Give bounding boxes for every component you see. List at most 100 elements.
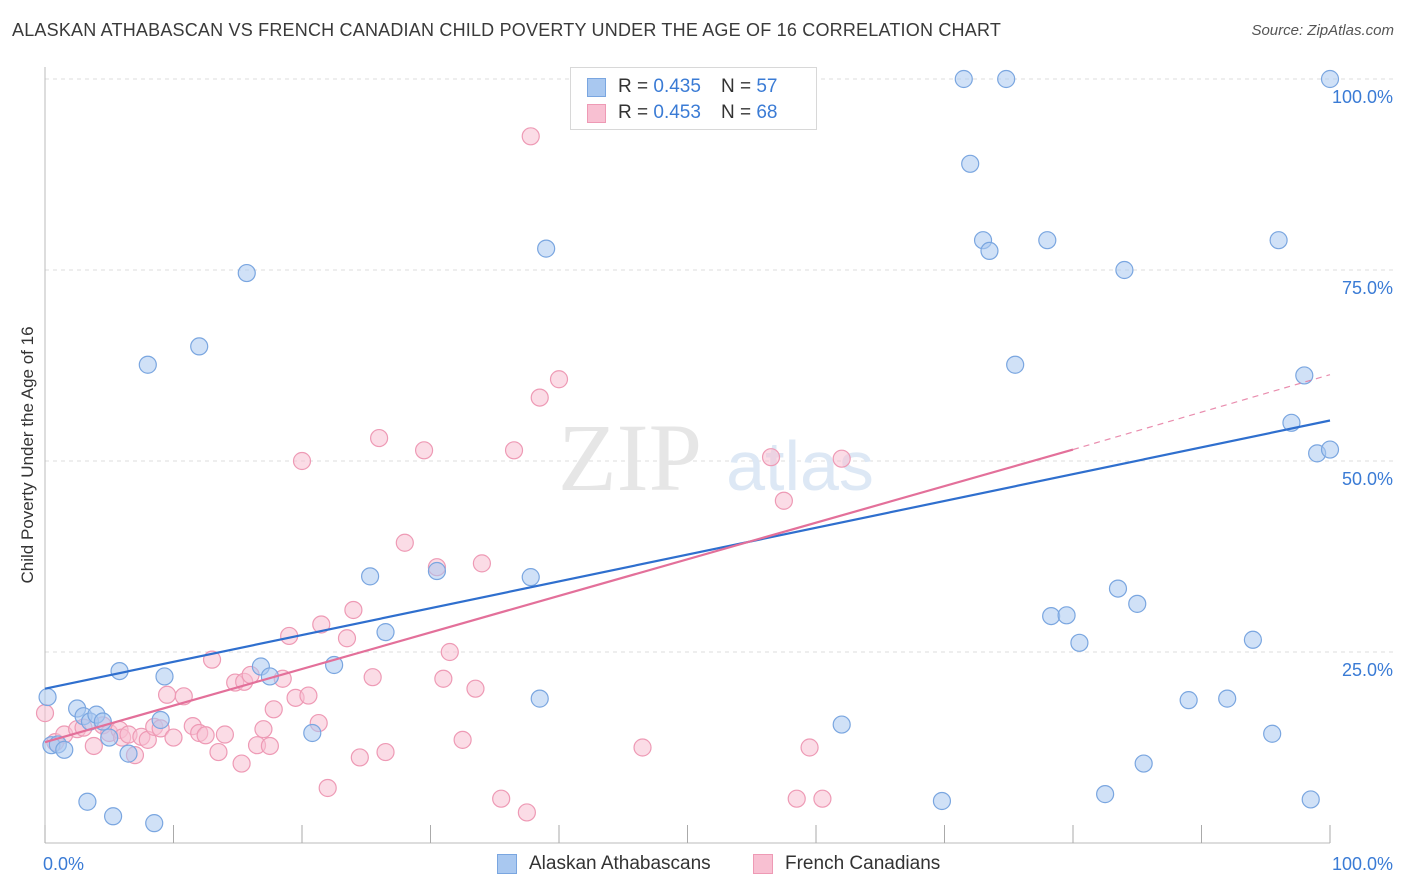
data-point [151,710,170,730]
data-point [633,738,652,757]
data-point [376,623,395,642]
legend-row-french: R = 0.453 N = 68 [587,100,777,126]
data-point [138,355,157,374]
data-point [312,615,331,634]
data-point [1038,231,1057,250]
data-point [832,449,851,468]
source-label: Source: ZipAtlas.com [1251,22,1394,39]
data-point [370,428,389,448]
data-point [1269,231,1288,250]
data-point [254,720,273,739]
y-tick-label: 50.0% [1342,469,1393,489]
legend-swatch-blue [587,77,606,97]
trend-line-french [44,448,1074,744]
data-point [260,736,279,756]
data-point [363,668,382,687]
data-point [521,127,540,146]
data-point [521,568,540,587]
data-point [361,567,380,586]
data-point [1243,630,1263,649]
legend-item-alaskan: Alaskan Athabascans [497,850,711,878]
data-point [440,642,459,662]
watermark: ZIP atlas [558,404,874,511]
data-point [1134,754,1153,773]
data-point [434,669,453,688]
data-point [237,263,256,283]
data-point [209,742,228,762]
data-point [1320,440,1340,459]
data-point [1042,606,1061,626]
data-point [530,388,549,407]
data-point [303,723,322,743]
data-point [119,744,138,763]
data-point [35,704,55,723]
data-point [164,728,183,747]
legend-row-alaskan: R = 0.435 N = 57 [587,74,777,100]
watermark-atlas: atlas [726,427,874,505]
trend-lines [44,374,1331,744]
grid-lines [45,78,1395,653]
data-point [1320,69,1340,89]
legend-label-alaskan: Alaskan Athabascans [529,853,711,874]
data-point [774,491,793,510]
data-point [530,689,549,708]
data-point [414,441,434,460]
data-point [832,715,851,734]
n-value: 57 [756,76,778,97]
data-point [1295,366,1314,385]
data-point [504,441,524,460]
data-point [232,754,251,773]
data-point [299,686,318,705]
data-point [196,726,215,745]
data-point [190,337,209,356]
data-point [1115,260,1134,280]
points-alaskan-athabascans [38,69,1340,833]
data-point [395,533,414,552]
tick-labels: 100.0% 75.0% 50.0% 25.0% 0.0% 100.0% [43,87,1393,874]
data-point [961,154,980,173]
data-point [800,738,819,757]
n-value: 68 [756,102,778,123]
data-point [84,736,103,756]
data-point [350,748,369,767]
correlation-legend: R = 0.435 N = 57 R = 0.453 N = 68 [570,67,817,130]
data-point [78,792,97,811]
data-point [155,667,174,686]
trend-line-french-extension [1072,374,1331,451]
data-point [1128,594,1147,613]
data-point [997,69,1016,89]
y-tick-label: 100.0% [1332,87,1393,107]
data-point [337,629,357,648]
data-point [427,561,447,581]
r-label: R = [618,102,649,123]
x-tick-label: 0.0% [43,854,84,874]
data-point [1301,790,1320,809]
data-point [1096,785,1115,804]
legend-swatch-pink [753,854,773,874]
watermark-zip: ZIP [558,404,702,511]
legend-label-french: French Canadians [785,853,941,874]
data-point [104,807,123,826]
data-point [549,370,569,389]
data-point [932,791,952,811]
trend-line-alaskan [44,419,1331,690]
data-point [787,789,806,808]
data-point [292,451,312,471]
data-point [38,687,57,707]
data-point [157,685,177,704]
data-point [344,600,363,620]
y-tick-label: 75.0% [1342,278,1393,298]
data-point [954,69,973,89]
data-point [453,730,472,749]
data-point [1006,355,1025,374]
data-point [980,241,999,260]
data-point [492,789,511,808]
data-point [1218,689,1237,708]
data-point [55,740,74,759]
data-point [517,803,536,822]
x-tick-label: 100.0% [1332,854,1393,874]
legend-item-french: French Canadians [753,850,940,878]
r-value: 0.453 [653,102,701,123]
n-label: N = [720,76,752,97]
data-point [1057,606,1076,625]
